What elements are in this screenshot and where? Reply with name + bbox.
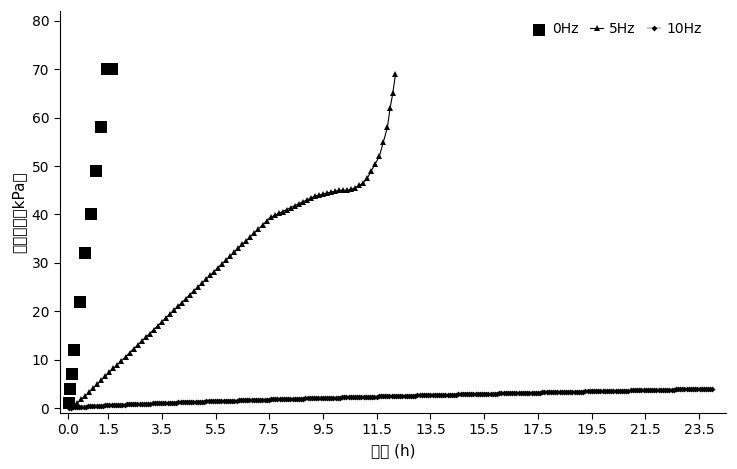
10Hz [708, 386, 717, 392]
0Hz [69, 346, 80, 354]
Legend: 0Hz, 5Hz, 10Hz: 0Hz, 5Hz, 10Hz [528, 18, 705, 40]
5Hz [323, 190, 332, 196]
0Hz [80, 250, 91, 257]
5Hz [161, 315, 170, 321]
0Hz [106, 66, 118, 73]
Line: 10Hz: 10Hz [66, 386, 715, 410]
10Hz [447, 392, 456, 397]
5Hz [158, 319, 167, 325]
10Hz [648, 387, 657, 393]
0Hz [66, 371, 77, 378]
10Hz [458, 392, 467, 397]
0Hz [90, 167, 102, 174]
0Hz [85, 211, 97, 218]
0Hz [101, 66, 113, 73]
0Hz [64, 385, 76, 393]
0Hz [96, 123, 108, 131]
5Hz [222, 257, 231, 263]
10Hz [66, 405, 75, 410]
Y-axis label: 跨膜压差（kPa）: 跨膜压差（kPa） [11, 171, 26, 253]
X-axis label: 时间 (h): 时间 (h) [371, 443, 415, 458]
5Hz [70, 403, 79, 408]
10Hz [607, 388, 615, 393]
0Hz [74, 298, 85, 305]
5Hz [145, 331, 154, 336]
0Hz [63, 400, 74, 407]
5Hz [391, 71, 400, 77]
10Hz [445, 392, 454, 397]
Line: 5Hz: 5Hz [71, 71, 398, 408]
10Hz [64, 405, 73, 411]
5Hz [331, 189, 340, 194]
